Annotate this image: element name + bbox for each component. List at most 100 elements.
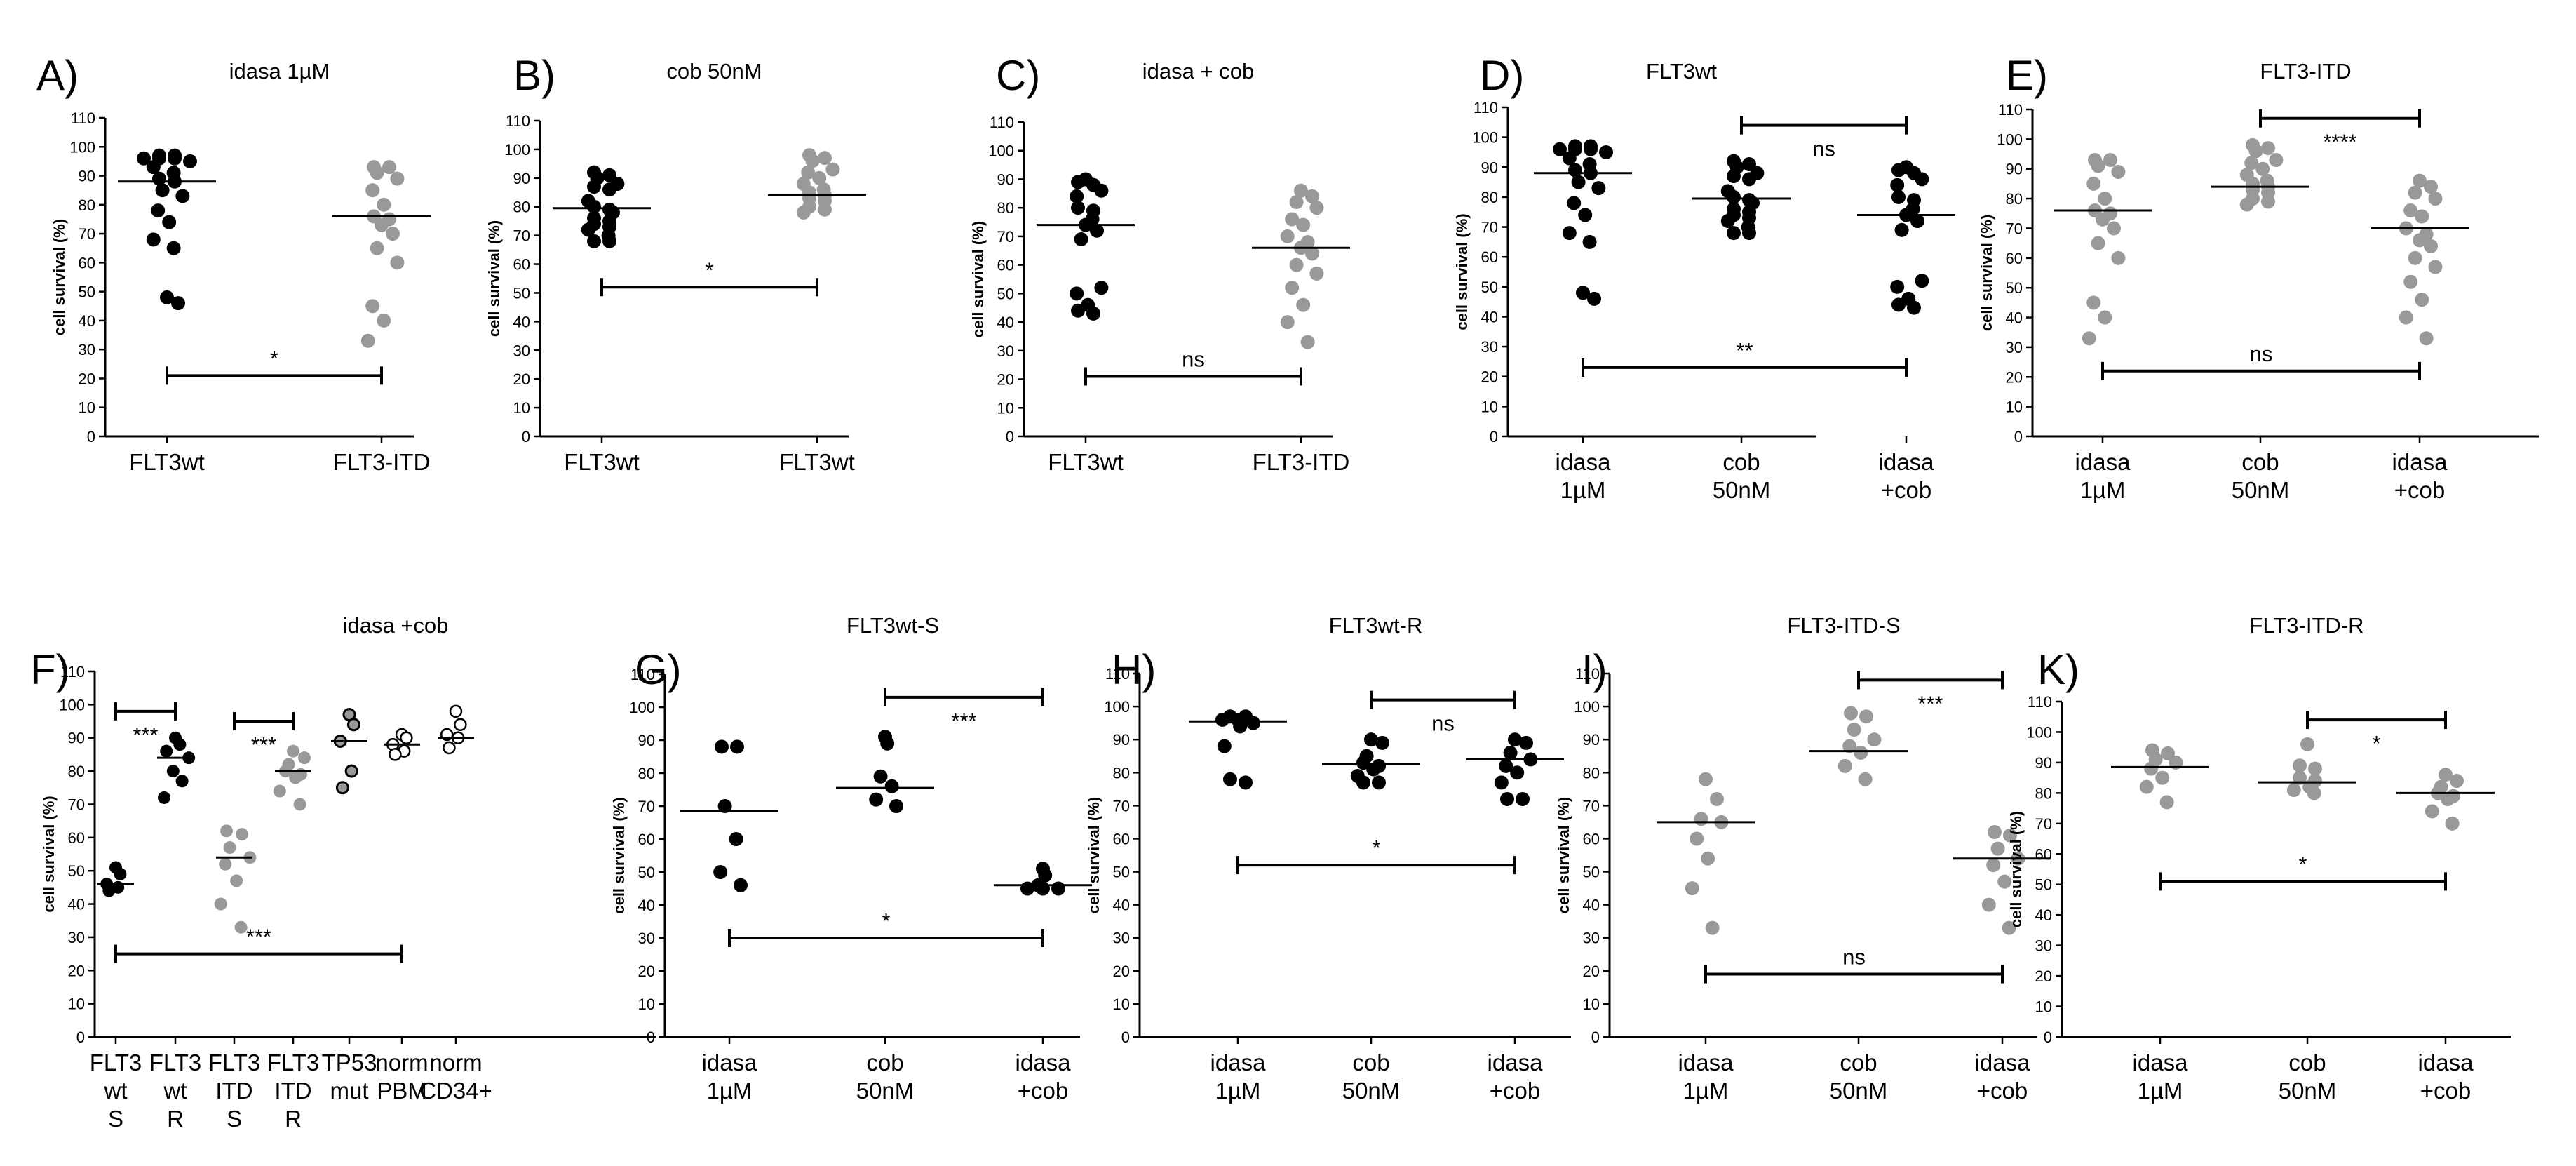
x-category-label: norm (429, 1050, 482, 1075)
x-category-label: idasa (1211, 1050, 1267, 1075)
data-point (1289, 257, 1304, 272)
data-point (344, 764, 358, 778)
y-tick-label: 60 (68, 829, 85, 847)
significance-label: *** (1917, 691, 1943, 716)
data-point (1074, 232, 1088, 246)
data-point (1701, 851, 1715, 866)
y-tick-label: 10 (1583, 996, 1600, 1013)
panel-label: B) (513, 52, 555, 99)
data-point (1094, 281, 1109, 295)
y-tick-label: 40 (1481, 308, 1498, 326)
y-tick-label: 80 (638, 765, 655, 782)
data-point (390, 171, 405, 186)
data-point (400, 731, 413, 744)
data-point (1907, 300, 1921, 315)
data-point (1727, 189, 1741, 204)
data-point (335, 781, 349, 795)
panel-label: G) (635, 646, 682, 693)
data-point (160, 290, 174, 304)
panel-f: F)idasa +cob0102030405060708090100110cel… (30, 613, 656, 1132)
data-point (1038, 868, 1053, 883)
x-category-label: wt (104, 1078, 128, 1104)
data-point (825, 162, 840, 177)
data-point (114, 867, 127, 880)
y-tick-label: 80 (513, 199, 530, 216)
data-point (1727, 226, 1741, 241)
y-tick-label: 50 (1583, 864, 1600, 881)
y-tick-label: 20 (68, 962, 85, 979)
data-point (1246, 716, 1260, 730)
y-tick-label: 20 (1113, 963, 1130, 980)
data-point (1727, 169, 1741, 184)
y-tick-label: 40 (79, 312, 95, 330)
data-point (346, 718, 360, 732)
data-point (1847, 723, 1861, 737)
significance-label: * (705, 257, 713, 282)
y-tick-label: 100 (2026, 723, 2052, 741)
y-tick-label: 110 (1575, 665, 1600, 683)
x-category-label: +cob (1490, 1078, 1540, 1104)
data-point (236, 828, 248, 841)
data-point (2308, 761, 2322, 776)
data-point (1576, 286, 1590, 300)
y-tick-label: 70 (2035, 815, 2052, 833)
data-point (2155, 770, 2170, 785)
x-category-label: idasa (1556, 449, 1612, 475)
significance-label: ns (1182, 347, 1205, 371)
data-point (1854, 746, 1868, 760)
panel-label: F) (30, 646, 70, 693)
panel-title: FLT3wt (1646, 59, 1717, 83)
y-tick-label: 10 (68, 996, 85, 1013)
y-tick-label: 60 (2006, 250, 2023, 267)
data-point (2419, 331, 2434, 346)
y-tick-label: 50 (1113, 864, 1130, 881)
data-point (1070, 189, 1084, 203)
data-point (1578, 208, 1593, 222)
data-point (1988, 825, 2002, 840)
significance-label: *** (251, 732, 276, 757)
data-point (443, 741, 456, 755)
y-tick-label: 60 (997, 257, 1014, 274)
y-tick-label: 40 (2035, 906, 2052, 924)
data-point (289, 771, 302, 784)
data-point (1375, 735, 1389, 750)
y-tick-label: 0 (647, 1028, 655, 1046)
x-category-label: PBM (377, 1078, 427, 1104)
data-point (1587, 291, 1601, 306)
data-point (587, 180, 601, 194)
data-point (454, 718, 467, 732)
x-category-label: idasa (2133, 1050, 2189, 1075)
data-point (146, 160, 161, 175)
data-point (1494, 775, 1509, 790)
y-axis-title: cell survival (%) (1978, 215, 1995, 331)
data-point (818, 202, 832, 217)
data-point (2239, 197, 2254, 212)
x-category-label: 50nM (2279, 1078, 2337, 1104)
data-point (2424, 239, 2438, 253)
y-tick-label: 70 (997, 228, 1014, 246)
data-point (1294, 183, 1308, 198)
x-category-label: CD34+ (419, 1078, 492, 1104)
y-tick-label: 40 (638, 897, 655, 914)
data-point (2293, 770, 2307, 785)
data-point (2428, 260, 2443, 274)
y-tick-label: 40 (2006, 309, 2023, 327)
data-point (1285, 212, 1300, 227)
data-point (1285, 281, 1300, 295)
data-point (2161, 746, 2175, 760)
data-point (1508, 732, 1522, 747)
data-point (1215, 712, 1229, 727)
x-category-label: idasa (702, 1050, 758, 1075)
data-point (1296, 217, 1311, 232)
y-tick-label: 30 (2035, 937, 2052, 955)
data-point (158, 791, 170, 804)
data-point (1300, 335, 1315, 349)
y-tick-label: 0 (1121, 1028, 1130, 1046)
y-axis-title: cell survival (%) (50, 219, 68, 335)
y-tick-label: 20 (513, 370, 530, 388)
data-point (2255, 161, 2270, 176)
data-point (587, 234, 601, 248)
y-tick-label: 10 (513, 399, 530, 417)
y-tick-label: 80 (1113, 764, 1130, 782)
panel-b: B) cob 50nM 0 10 20 30 40 50 60 70 80 90 100 110 cell … (485, 52, 866, 475)
